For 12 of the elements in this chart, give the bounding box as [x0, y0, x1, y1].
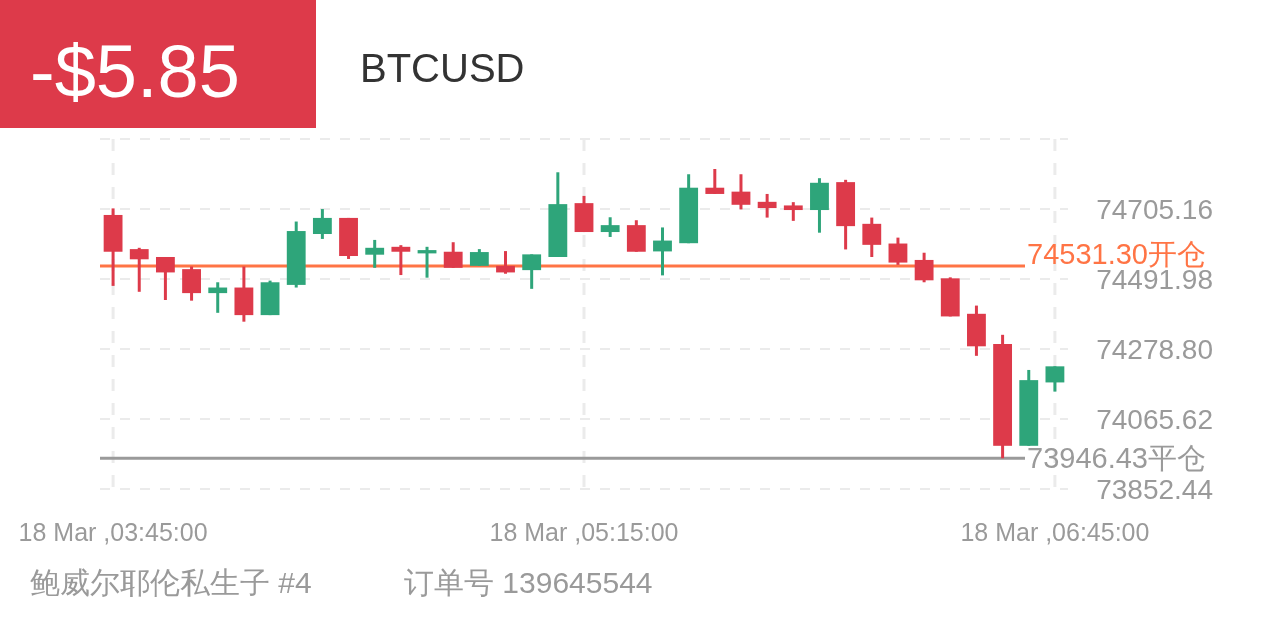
ref-line-label: 73946.43平仓	[1027, 442, 1206, 475]
title: BTCUSD	[360, 46, 525, 90]
subtitle: -$5.85	[30, 30, 240, 113]
x-tick-label: 18 Mar ,05:15:00	[489, 518, 679, 546]
annotation: 鲍威尔耶伦私生子 #4	[30, 566, 312, 599]
y-tick-label: 73852.44	[1096, 473, 1213, 505]
y-tick-label: 74278.80	[1096, 333, 1213, 365]
x-tick-label: 18 Mar ,03:45:00	[18, 518, 208, 546]
annotation: 订单号 139645544	[404, 566, 653, 599]
x-tick-label: 18 Mar ,06:45:00	[960, 518, 1150, 546]
y-tick-label: 74065.62	[1096, 403, 1213, 435]
y-tick-label: 74705.16	[1096, 193, 1213, 225]
